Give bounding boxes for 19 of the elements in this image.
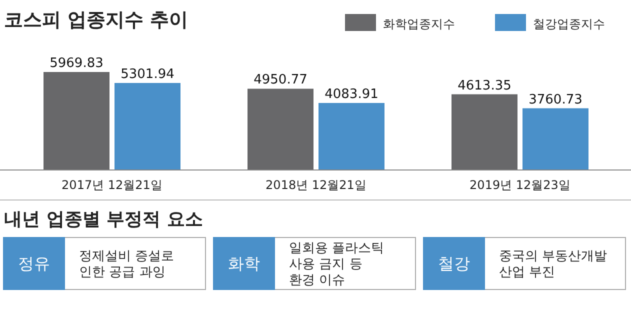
data-label: 5969.83 — [50, 56, 104, 71]
card-text: 정제설비 증설로 인한 공급 과잉 — [79, 249, 174, 280]
data-label: 4613.35 — [458, 78, 512, 94]
title: 코스피 업종지수 추이 — [4, 9, 188, 31]
card-label: 화학 — [228, 254, 260, 273]
legend-label: 화학업종지수 — [383, 17, 455, 31]
card-label: 철강 — [438, 254, 470, 273]
data-label: 5301.94 — [120, 66, 174, 82]
card-text: 일회용 플라스틱 사용 금지 등 환경 이슈 — [289, 241, 384, 288]
data-label: 4950.77 — [254, 72, 308, 88]
title: 내년 업종별 부정적 요소 — [4, 209, 203, 230]
x-tick-label: 2019년 12월23일 — [470, 178, 570, 192]
data-label: 4083.91 — [324, 86, 378, 102]
card-text: 중국의 부동산개발 산업 부진 — [499, 249, 608, 280]
legend-label: 철강업종지수 — [533, 17, 605, 31]
card-label: 정유 — [18, 254, 50, 273]
x-tick-label: 2018년 12월21일 — [266, 178, 366, 192]
x-tick-label: 2017년 12월21일 — [62, 178, 162, 192]
data-label: 3760.73 — [528, 92, 582, 108]
